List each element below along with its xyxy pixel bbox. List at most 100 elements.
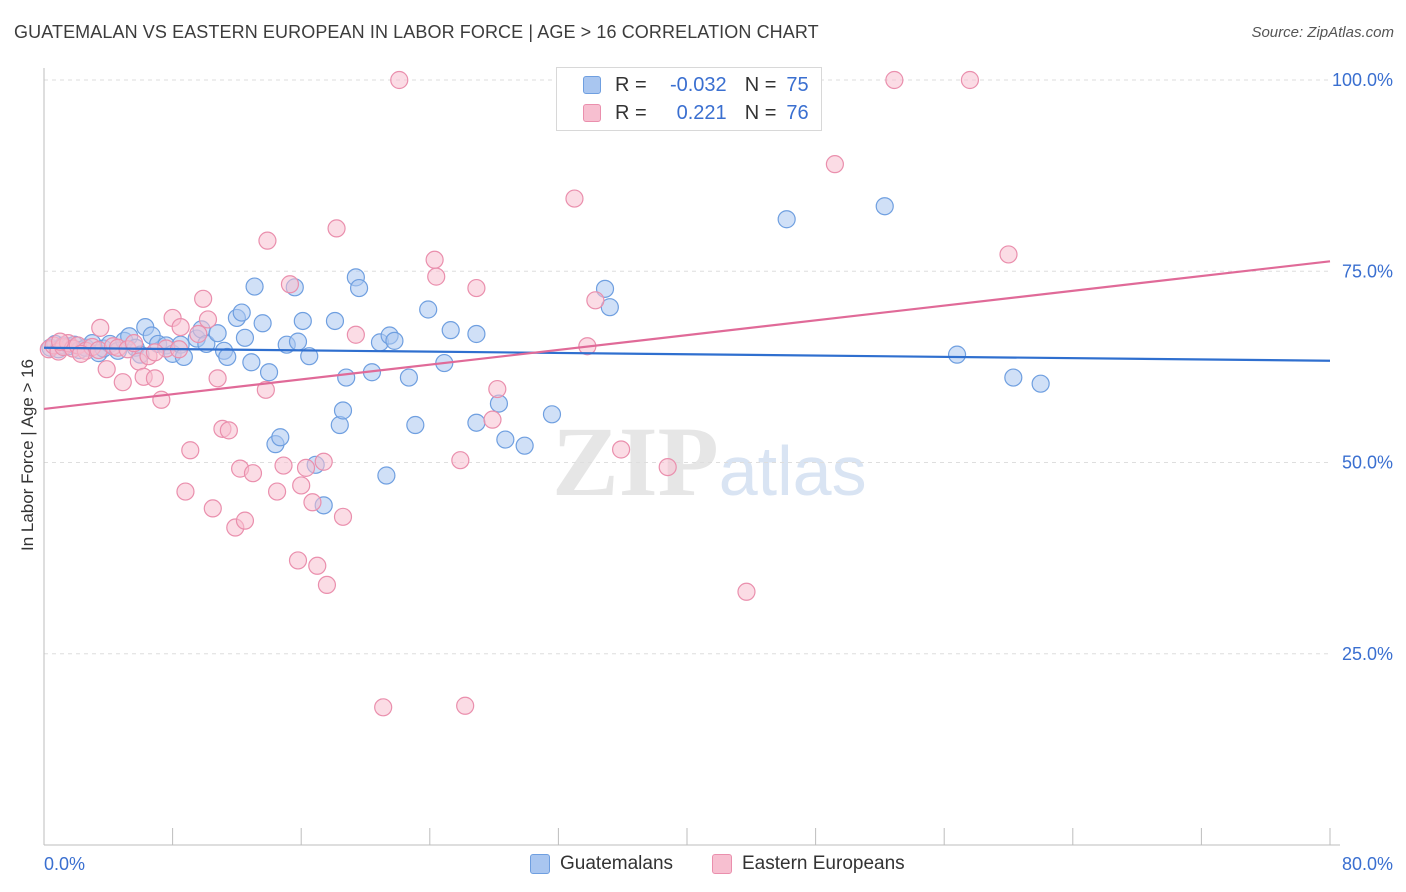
guatemalan-point [333, 401, 353, 420]
eastern-european-point [171, 317, 190, 337]
bottom-legend-label-eastern-europeans: Eastern Europeans [742, 853, 905, 874]
eastern-european-point [50, 332, 70, 351]
bottom-legend-label-guatemalans: Guatemalans [560, 853, 674, 874]
eastern-european-point [198, 310, 218, 329]
legend-n-value: 76 [786, 101, 809, 124]
y-tick-label: 50.0% [1342, 453, 1393, 473]
eastern-european-point [176, 482, 195, 501]
eastern-european-point [327, 219, 346, 238]
guatemalan-point [218, 347, 237, 367]
watermark-atlas: atlas [718, 432, 867, 510]
legend-r-label: R = [615, 73, 647, 96]
eastern-european-point [333, 507, 353, 526]
guatemalan-point [300, 347, 319, 366]
guatemalan-point [337, 368, 356, 387]
guatemalan-point [600, 298, 619, 317]
bottom-legend-eastern-europeans: Eastern Europeans [712, 852, 905, 876]
eastern-european-point [390, 70, 409, 90]
guatemalan-point [1031, 374, 1050, 393]
legend-r-value: 0.221 [676, 101, 727, 124]
eastern-european-point [999, 245, 1018, 264]
eastern-european-point [208, 369, 227, 388]
legend-row-eastern-europeans: R = 0.221 N = 76 [583, 100, 809, 126]
guatemalan-point [1004, 368, 1023, 387]
eastern-european-point [189, 324, 208, 344]
eastern-european-point [488, 379, 507, 399]
eastern-european-point [203, 499, 222, 518]
guatemalan-point [377, 466, 396, 485]
guatemalan-trend-line [43, 346, 1331, 362]
chart-title: GUATEMALAN VS EASTERN EUROPEAN IN LABOR … [14, 22, 819, 42]
bottom-legend-guatemalans: Guatemalans [530, 852, 673, 876]
eastern-european-point [427, 267, 446, 286]
guatemalan-point [875, 197, 894, 216]
eastern-european-point [346, 325, 365, 344]
guatemalan-point [271, 428, 290, 447]
eastern-european-trend-line [43, 260, 1331, 411]
legend-r-label: R = [615, 101, 647, 124]
eastern-european-point [467, 278, 486, 298]
eastern-european-point [308, 556, 327, 575]
guatemalan-point [325, 311, 345, 331]
guatemalan-point [208, 324, 227, 343]
eastern-european-point [267, 482, 287, 501]
eastern-european-point [280, 275, 300, 294]
eastern-european-point [456, 696, 475, 715]
guatemalan-point [496, 430, 515, 449]
guatemalan-point [542, 405, 562, 424]
y-tick-label: 25.0% [1342, 644, 1393, 664]
bottom-legend-swatch-eastern-europeans [712, 854, 732, 874]
guatemalan-point [385, 331, 404, 350]
eastern-european-point [586, 291, 605, 310]
guatemalan-point [406, 415, 425, 435]
eastern-european-point [97, 360, 116, 379]
eastern-european-point [565, 189, 584, 208]
eastern-european-point [658, 457, 677, 477]
source-label: Source: ZipAtlas.com [1251, 24, 1394, 41]
watermark-zip: ZIP [552, 406, 719, 517]
eastern-european-point [292, 476, 311, 495]
x-tick-label: 80.0% [1342, 854, 1393, 874]
eastern-european-point [374, 698, 393, 717]
legend-n-label: N = [744, 101, 777, 124]
guatemalan-point [259, 363, 279, 382]
eastern-european-point [145, 343, 165, 362]
eastern-european-point [91, 318, 110, 337]
legend-swatch-guatemalans [583, 76, 601, 94]
eastern-european-point [71, 344, 91, 363]
guatemalan-point [777, 210, 796, 229]
eastern-european-point [825, 155, 844, 174]
guatemalan-point [467, 413, 486, 432]
eastern-european-point [314, 452, 333, 471]
y-tick-label: 75.0% [1342, 261, 1393, 281]
eastern-european-point [885, 70, 904, 90]
x-tick-label: 0.0% [44, 854, 85, 874]
eastern-european-point [425, 250, 444, 269]
eastern-european-point [219, 421, 238, 440]
eastern-european-point [274, 456, 293, 475]
eastern-european-point [317, 575, 337, 595]
eastern-european-point [258, 231, 277, 250]
correlation-legend: R = -0.032 N = 75 R = 0.221 N = 76 [556, 67, 822, 131]
legend-n-value: 75 [786, 73, 809, 96]
guatemalan-point [245, 277, 264, 296]
legend-n-label: N = [744, 73, 777, 96]
eastern-european-point [303, 493, 322, 512]
eastern-european-point [124, 334, 144, 353]
eastern-european-point [451, 451, 470, 470]
eastern-european-point [256, 380, 275, 399]
legend-r-value: -0.032 [669, 73, 727, 96]
eastern-european-point [483, 410, 502, 429]
eastern-european-point [611, 440, 631, 459]
eastern-european-point [145, 369, 165, 388]
eastern-european-point [235, 511, 255, 530]
guatemalan-point [232, 303, 251, 322]
y-tick-label: 100.0% [1332, 70, 1393, 90]
legend-row-guatemalans: R = -0.032 N = 75 [583, 72, 809, 98]
eastern-european-point [194, 289, 213, 308]
eastern-european-point [243, 464, 263, 483]
guatemalan-point [441, 321, 460, 340]
eastern-european-point [113, 373, 132, 392]
guatemalan-point [467, 324, 486, 344]
